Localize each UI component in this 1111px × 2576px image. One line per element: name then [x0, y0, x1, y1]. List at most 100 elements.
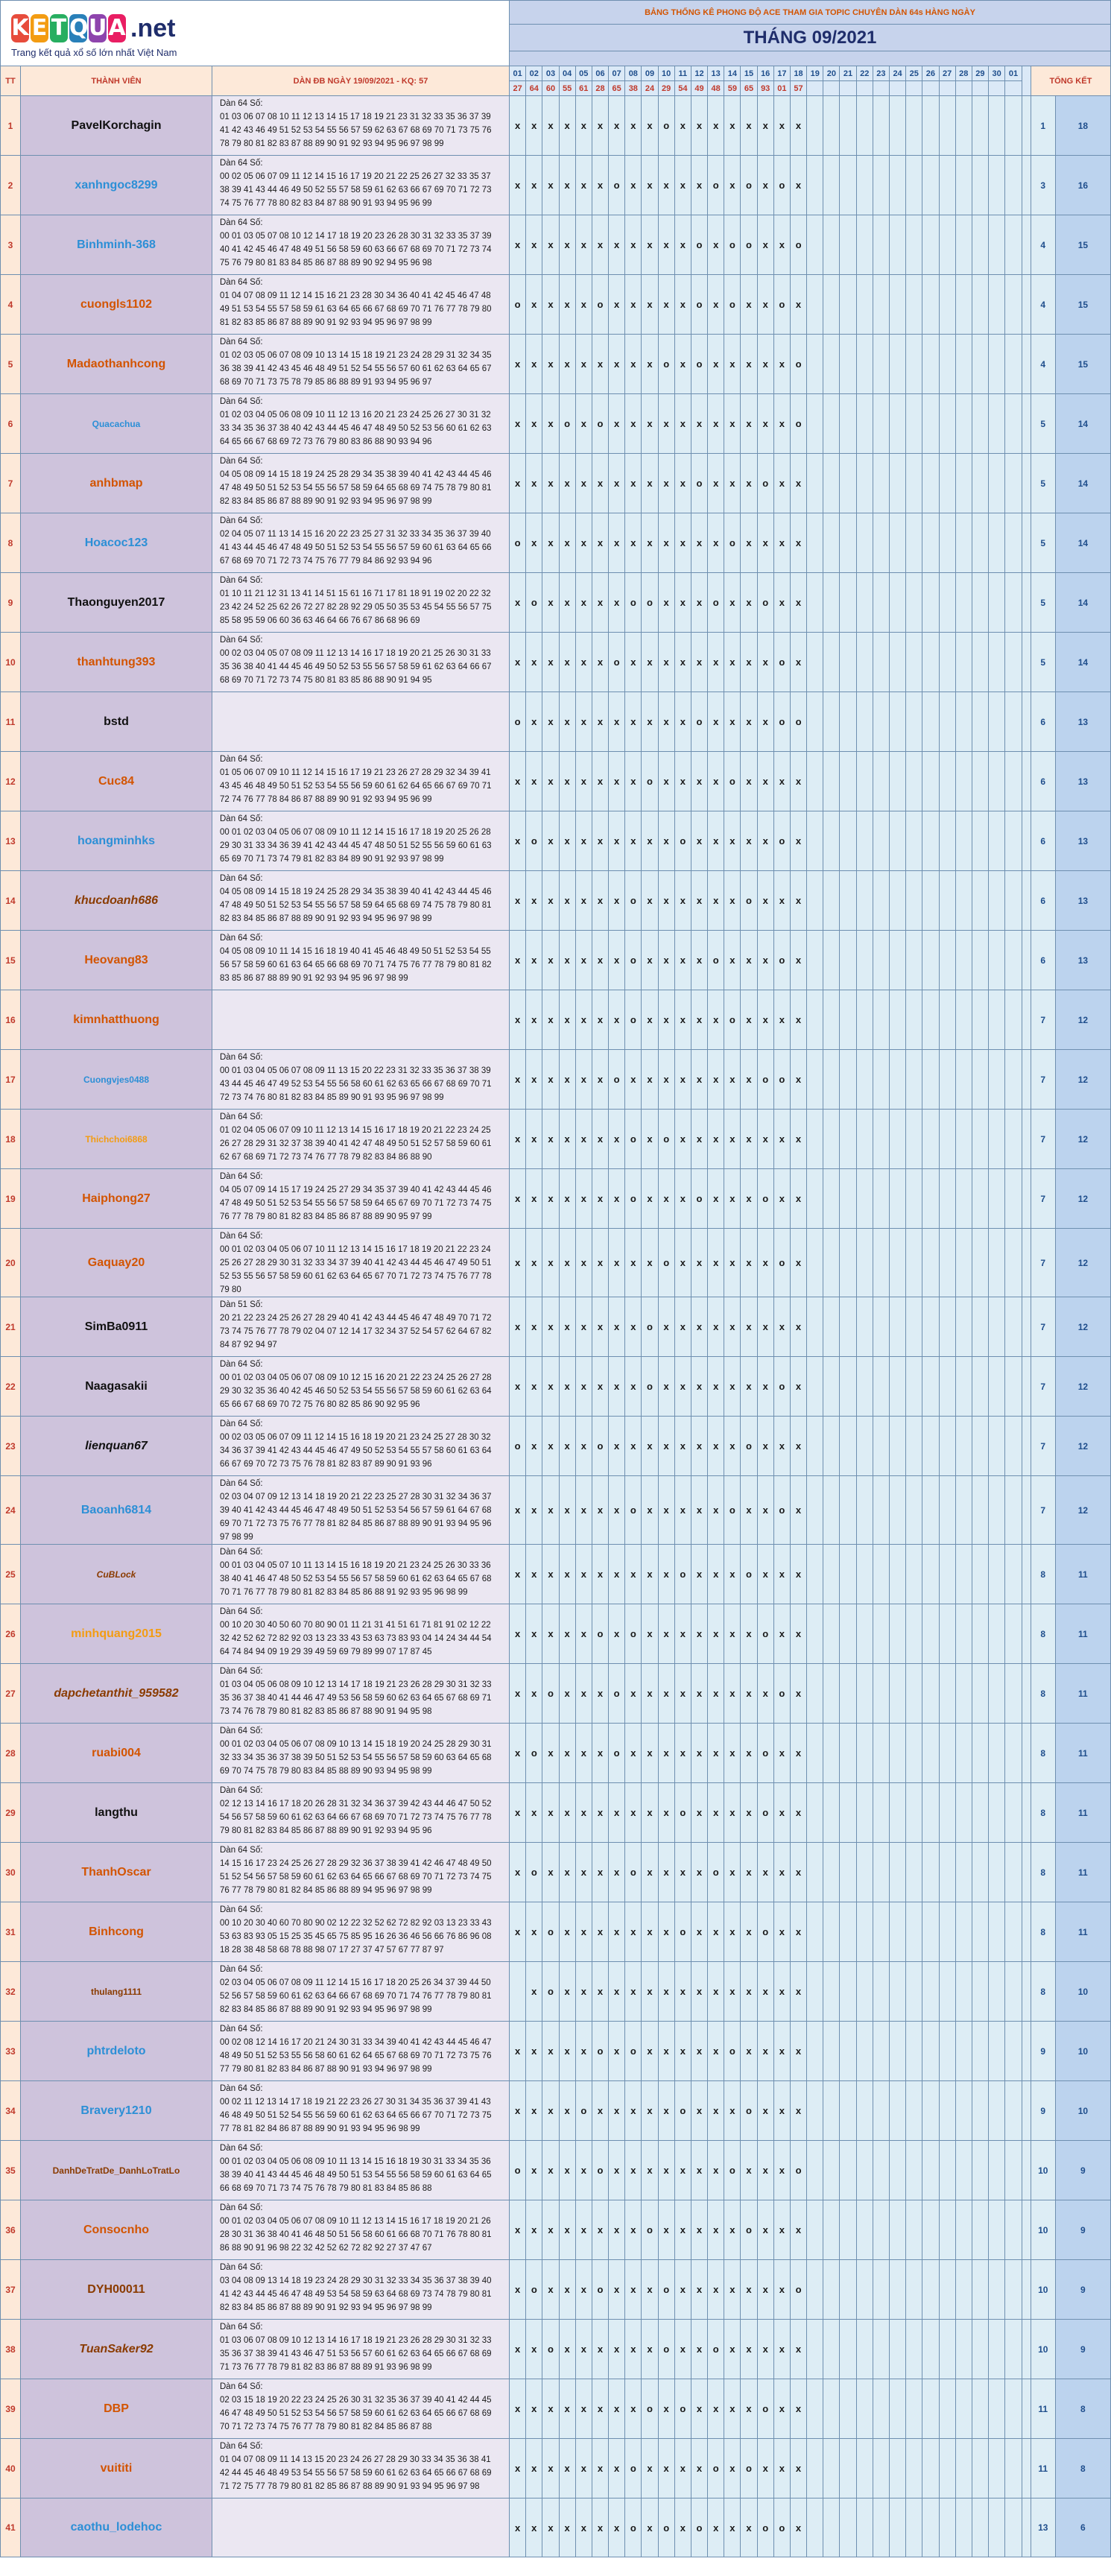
table-row: 5 Madaothanhcong Dàn 64 Số: 01 02 03 05 06 … [0, 334, 1111, 394]
day-empty [823, 274, 841, 335]
member-name[interactable]: Haiphong27 [20, 1168, 212, 1229]
member-name[interactable]: langthu [20, 1782, 212, 1843]
day-mark: x [641, 2080, 659, 2141]
member-name[interactable]: Thaonguyen2017 [20, 572, 212, 633]
member-name[interactable]: lienquan67 [20, 1416, 212, 1476]
member-name[interactable]: ruabi004 [20, 1723, 212, 1783]
day-empty [1004, 1961, 1022, 2022]
logo[interactable]: K E T QUA .net Trang kết quả xổ số lớn nhất … [0, 0, 510, 66]
member-name[interactable]: Binhminh-368 [20, 215, 212, 275]
day-result [806, 80, 824, 96]
day-empty [938, 215, 956, 275]
day-mark: x [608, 1782, 626, 1843]
day-empty [1004, 1782, 1022, 1843]
day-empty [823, 2319, 841, 2379]
row-number: 16 [0, 990, 21, 1050]
day-empty [938, 453, 956, 513]
day-empty [839, 393, 857, 454]
day-mark: x [624, 632, 642, 692]
row-number: 24 [0, 1475, 21, 1545]
day-empty [855, 1961, 873, 2022]
day-mark: x [558, 870, 576, 931]
day-mark: x [756, 95, 774, 156]
member-name[interactable]: xanhngoc8299 [20, 155, 212, 215]
row-gap [1021, 1416, 1031, 1476]
day-mark: x [641, 990, 659, 1050]
day-empty [938, 393, 956, 454]
member-name[interactable]: bstd [20, 692, 212, 752]
member-name[interactable]: DanhDeTratDe_DanhLoTratLo [20, 2140, 212, 2200]
row-number: 19 [0, 1168, 21, 1229]
day-mark: x [724, 1297, 741, 1357]
day-empty [888, 2200, 907, 2260]
day-mark: x [542, 274, 560, 335]
day-mark: x [740, 572, 758, 633]
day-mark: x [509, 632, 527, 692]
member-name[interactable]: Consocnho [20, 2200, 212, 2260]
member-name[interactable]: hoangminhks [20, 811, 212, 871]
member-name[interactable]: minhquang2015 [20, 1604, 212, 1664]
member-name[interactable]: kimnhatthuong [20, 990, 212, 1050]
member-name[interactable]: Cuongvjes0488 [20, 1049, 212, 1110]
member-name[interactable]: Naagasakii [20, 1356, 212, 1417]
day-empty [922, 1842, 940, 1902]
day-mark: x [542, 1475, 560, 1545]
day-mark: x [740, 1109, 758, 1169]
member-name[interactable]: thanhtung393 [20, 632, 212, 692]
member-name[interactable]: Heovang83 [20, 930, 212, 990]
member-name[interactable]: dapchetanthit_959582 [20, 1663, 212, 1724]
member-name[interactable]: Quacachua [20, 393, 212, 454]
day-empty [905, 632, 923, 692]
table-row: 36 Consocnho Dàn 64 Số: 00 01 02 03 04 05 0… [0, 2200, 1111, 2260]
day-empty [971, 2080, 990, 2141]
member-name[interactable]: cuongls1102 [20, 274, 212, 335]
day-empty [955, 632, 972, 692]
member-name[interactable]: SimBa0911 [20, 1297, 212, 1357]
member-name[interactable]: ThanhOscar [20, 1842, 212, 1902]
row-number: 7 [0, 453, 21, 513]
member-name[interactable]: DYH00011 [20, 2259, 212, 2320]
member-name[interactable]: thulang1111 [20, 1961, 212, 2022]
table-row: 31 Binhcong Dàn 64 Số: 00 10 20 30 40 60 70… [0, 1902, 1111, 1962]
day-mark: x [724, 2200, 741, 2260]
day-mark: x [575, 453, 592, 513]
member-name[interactable]: CuBLock [20, 1544, 212, 1604]
day-mark: x [707, 1961, 725, 2022]
day-empty [1004, 1168, 1022, 1229]
member-name[interactable]: caothu_lodehoc [20, 2498, 212, 2557]
day-mark: o [608, 1663, 626, 1724]
member-name[interactable]: anhbmap [20, 453, 212, 513]
row-number: 10 [0, 632, 21, 692]
day-empty [988, 2140, 1006, 2200]
member-name[interactable]: Gaquay20 [20, 1228, 212, 1297]
member-name[interactable]: DBP [20, 2379, 212, 2439]
member-name[interactable]: Bravery1210 [20, 2080, 212, 2141]
day-result: 65 [608, 80, 626, 96]
member-name[interactable]: Baoanh6814 [20, 1475, 212, 1545]
member-name[interactable]: Madaothanhcong [20, 334, 212, 394]
day-mark: x [690, 1297, 709, 1357]
member-name[interactable]: vuititi [20, 2438, 212, 2499]
day-mark: x [657, 1049, 675, 1110]
row-gap [1021, 1842, 1031, 1902]
dan-cell: Dàn 64 Số: 00 01 02 03 04 05 06 07 08 09 … [211, 1356, 510, 1417]
member-name[interactable]: Cuc84 [20, 751, 212, 811]
day-mark: x [591, 811, 610, 871]
member-name[interactable]: khucdoanh686 [20, 870, 212, 931]
member-name[interactable]: PavelKorchagin [20, 95, 212, 156]
member-name[interactable]: Thichchoi6868 [20, 1109, 212, 1169]
member-name[interactable]: phtrdeloto [20, 2021, 212, 2081]
day-empty [806, 2379, 824, 2439]
member-name[interactable]: Hoacoc123 [20, 513, 212, 573]
dan-cell: Dàn 64 Số: 00 10 20 30 40 50 60 70 80 90 … [211, 1604, 510, 1664]
member-name[interactable]: Binhcong [20, 1902, 212, 1962]
dan-title: Dàn 64 Số: [220, 814, 263, 823]
day-empty [823, 393, 841, 454]
member-name[interactable]: TuanSaker92 [20, 2319, 212, 2379]
day-empty [839, 513, 857, 573]
day-mark: x [575, 393, 592, 454]
day-mark: x [674, 1604, 691, 1664]
row-gap [1021, 1663, 1031, 1724]
hit-count: 5 [1030, 453, 1056, 513]
day-empty [1004, 215, 1022, 275]
